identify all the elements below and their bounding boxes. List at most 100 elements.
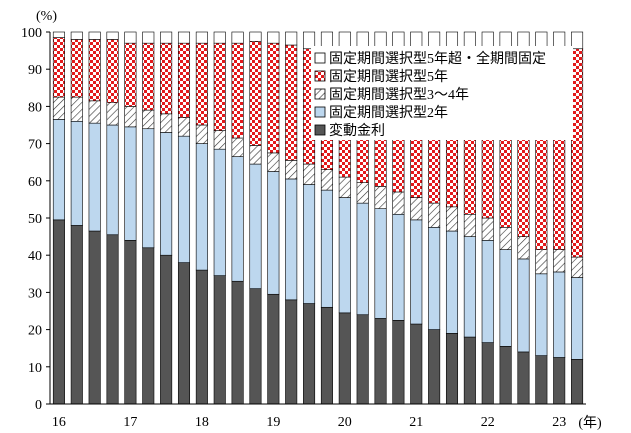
bar-segment-s4-c7	[177, 31, 191, 44]
bar-segment-s0-c7	[177, 262, 191, 405]
bar-segment-s2-c11	[249, 145, 262, 165]
bar-segment-s0-c25	[499, 346, 512, 405]
bar-segment-s3-c29	[571, 48, 584, 258]
bar-segment-s3-c7	[177, 42, 191, 118]
bar-segment-s0-c0	[52, 219, 65, 405]
y-tick-label-7: 70	[28, 138, 42, 153]
y-tick-label-5: 50	[28, 212, 42, 227]
bar-segment-s1-c24	[481, 240, 494, 343]
y-tick-label-1: 10	[28, 361, 42, 376]
bar-segment-s4-c0	[52, 31, 65, 38]
bar-segment-s0-c24	[481, 342, 494, 405]
bar-segment-s2-c16	[338, 176, 351, 198]
legend-label-3: 固定期間選択型5年	[329, 69, 448, 85]
bar-segment-s2-c10	[231, 137, 244, 157]
bar-segment-s1-c11	[249, 163, 262, 289]
bar-segment-s4-c9	[213, 31, 226, 44]
bar-segment-s1-c3	[106, 124, 119, 236]
bar-segment-s2-c9	[213, 130, 226, 150]
bar-segment-s2-c21	[428, 202, 441, 228]
bar-segment-s0-c6	[160, 254, 173, 405]
bar-segment-s3-c1	[70, 39, 83, 98]
bar-segment-s3-c13	[285, 44, 298, 161]
legend-label-1: 固定期間選択型2年	[329, 105, 448, 121]
bar-segment-s2-c27	[535, 249, 548, 275]
legend-label-0: 変動金利	[329, 122, 385, 139]
legend-swatch-3	[314, 70, 326, 82]
bar-segment-s2-c13	[285, 160, 298, 180]
bar-segment-s0-c23	[463, 336, 476, 405]
legend: 固定期間選択型5年超・全期間固定固定期間選択型5年固定期間選択型3～4年固定期間…	[311, 46, 573, 140]
bar-segment-s2-c29	[571, 256, 584, 278]
bar-segment-s1-c5	[142, 128, 155, 249]
bar-segment-s0-c18	[374, 318, 387, 405]
bar-segment-s2-c26	[517, 236, 530, 260]
bar-segment-s0-c4	[124, 240, 137, 405]
y-tick-label-3: 30	[28, 286, 42, 301]
bar-segment-s4-c3	[106, 31, 119, 40]
bar-segment-s0-c5	[142, 247, 155, 405]
bar-segment-s1-c13	[285, 178, 298, 301]
bar-segment-s2-c28	[553, 249, 566, 273]
bar-segment-s3-c11	[249, 40, 262, 146]
bar-segment-s2-c12	[267, 152, 280, 172]
bar-segment-s0-c19	[392, 319, 405, 405]
bar-segment-s2-c19	[392, 191, 405, 215]
y-tick-label-2: 20	[28, 324, 42, 339]
x-tick-label-6: 22	[481, 415, 495, 430]
bar-segment-s1-c14	[303, 184, 316, 304]
bar-segment-s2-c15	[320, 169, 333, 191]
bar-segment-s2-c3	[106, 102, 119, 126]
y-tick-label-8: 80	[28, 100, 42, 115]
legend-swatch-4	[314, 52, 326, 64]
bar-segment-s1-c16	[338, 197, 351, 314]
bar-segment-s2-c7	[177, 117, 191, 137]
bar-segment-s0-c27	[535, 355, 548, 405]
bar-segment-s0-c20	[410, 323, 423, 405]
bar-segment-s0-c17	[356, 314, 369, 405]
bar-segment-s0-c22	[445, 333, 459, 405]
legend-label-4: 固定期間選択型5年超・全期間固定	[329, 50, 546, 67]
bar-segment-s2-c4	[124, 106, 137, 128]
legend-swatch-2	[314, 88, 326, 100]
bar-segment-s2-c5	[142, 109, 155, 130]
bar-segment-s4-c12	[267, 31, 280, 44]
bar-segment-s1-c22	[445, 230, 459, 334]
bar-segment-s1-c7	[177, 135, 191, 263]
bar-segment-s1-c1	[70, 120, 83, 226]
bar-segment-s1-c23	[463, 236, 476, 338]
bar-segment-s2-c6	[160, 113, 173, 133]
bar-segment-s0-c8	[195, 269, 208, 405]
y-tick-label-6: 60	[28, 175, 42, 190]
bar-segment-s0-c15	[320, 306, 333, 405]
x-tick-label-7: 23	[552, 415, 566, 430]
bar-segment-s1-c12	[267, 171, 280, 295]
bar-segment-s4-c14	[303, 31, 316, 50]
bar-segment-s0-c14	[303, 303, 316, 405]
bar-segment-s1-c26	[517, 258, 530, 353]
bar-segment-s2-c20	[410, 197, 423, 221]
bar-segment-s0-c26	[517, 351, 530, 405]
bar-segment-s0-c13	[285, 299, 298, 405]
bar-segment-s1-c2	[88, 122, 101, 232]
bar-segment-s1-c6	[160, 132, 173, 256]
bar-segment-s4-c11	[249, 31, 262, 42]
bar-segment-s1-c18	[374, 208, 387, 319]
bar-segment-s1-c28	[553, 271, 566, 358]
bar-segment-s3-c0	[52, 37, 65, 98]
bar-segment-s4-c4	[124, 31, 137, 44]
bar-segment-s0-c9	[213, 275, 226, 405]
bar-segment-s0-c10	[231, 280, 244, 405]
bar-segment-s0-c3	[106, 234, 119, 405]
bar-segment-s1-c8	[195, 143, 208, 271]
x-tick-label-5: 21	[409, 415, 423, 430]
bar-segment-s1-c9	[213, 148, 226, 276]
legend-swatch-1	[314, 106, 326, 118]
x-tick-label-0: 16	[52, 415, 66, 430]
bar-segment-s3-c10	[231, 42, 244, 139]
x-tick-label-3: 19	[266, 415, 280, 430]
bar-segment-s0-c16	[338, 312, 351, 405]
bar-segment-s3-c8	[195, 42, 208, 126]
bar-segment-s2-c14	[303, 163, 316, 185]
bar-segment-s1-c29	[571, 277, 584, 360]
